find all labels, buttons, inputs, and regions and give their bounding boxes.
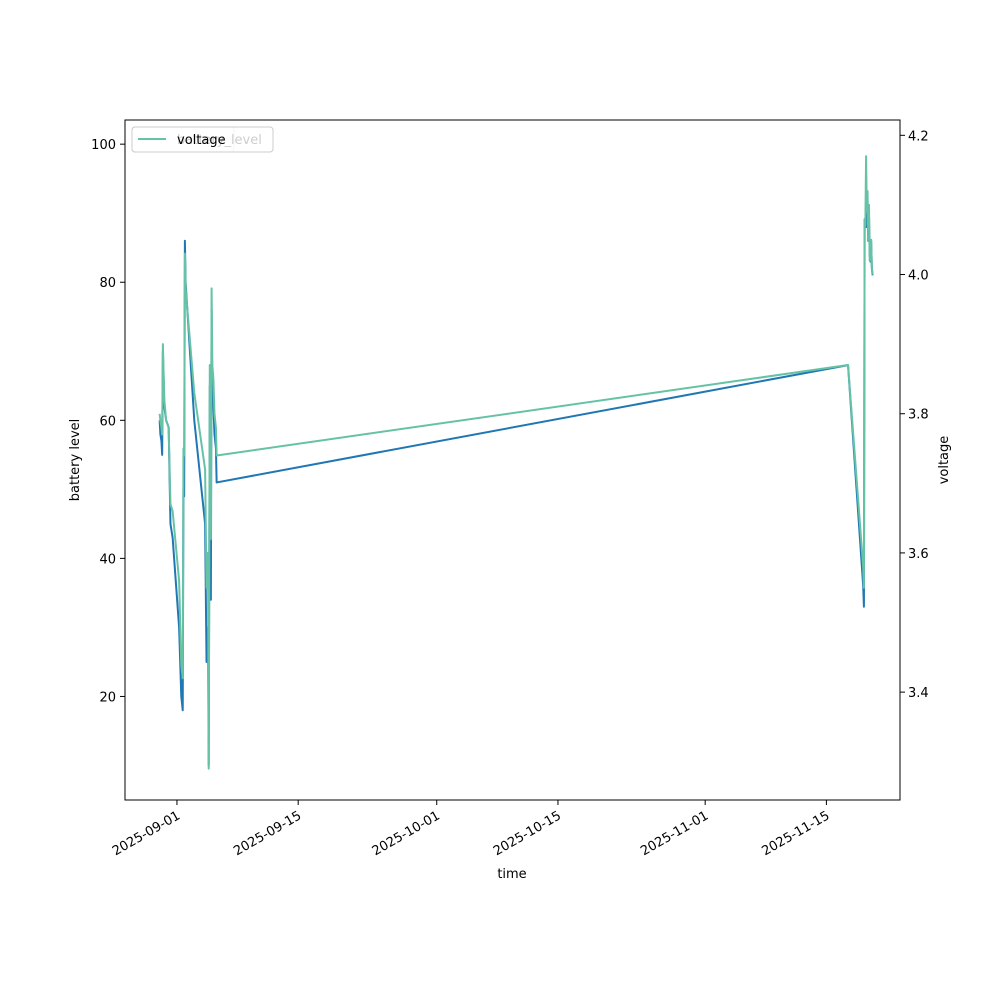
y-tick-label-left: 40 [99, 552, 116, 567]
series-layer [158, 155, 874, 770]
x-axis-label: time [497, 867, 526, 882]
y-tick-label-left: 20 [99, 690, 116, 705]
y-tick-label-left: 100 [91, 138, 116, 153]
legend-entry-voltage: voltage [131, 126, 274, 153]
y-axis-label-right: voltage [937, 436, 952, 485]
y-tick-label-left: 80 [99, 276, 116, 291]
y-tick-label-right: 3.6 [908, 547, 929, 562]
series-line-voltage [158, 155, 874, 770]
legend-box [131, 126, 274, 153]
y-tick-label-right: 4.2 [908, 129, 929, 144]
y-axis-label-left: battery level [68, 419, 83, 502]
y-tick-label-right: 3.8 [908, 408, 929, 423]
plot-frame [124, 119, 901, 801]
y-tick-label-left: 60 [99, 414, 116, 429]
y-tick-label-right: 4.0 [908, 269, 929, 284]
plot-area [125, 120, 900, 800]
legend-label: voltage [177, 133, 226, 148]
y-axis-right: 3.4 3.6 3.8 4.0 4.2 [900, 129, 929, 701]
y-tick-label-right: 3.4 [908, 686, 929, 701]
y-axis-left: 20 40 60 80 100 [91, 138, 125, 705]
